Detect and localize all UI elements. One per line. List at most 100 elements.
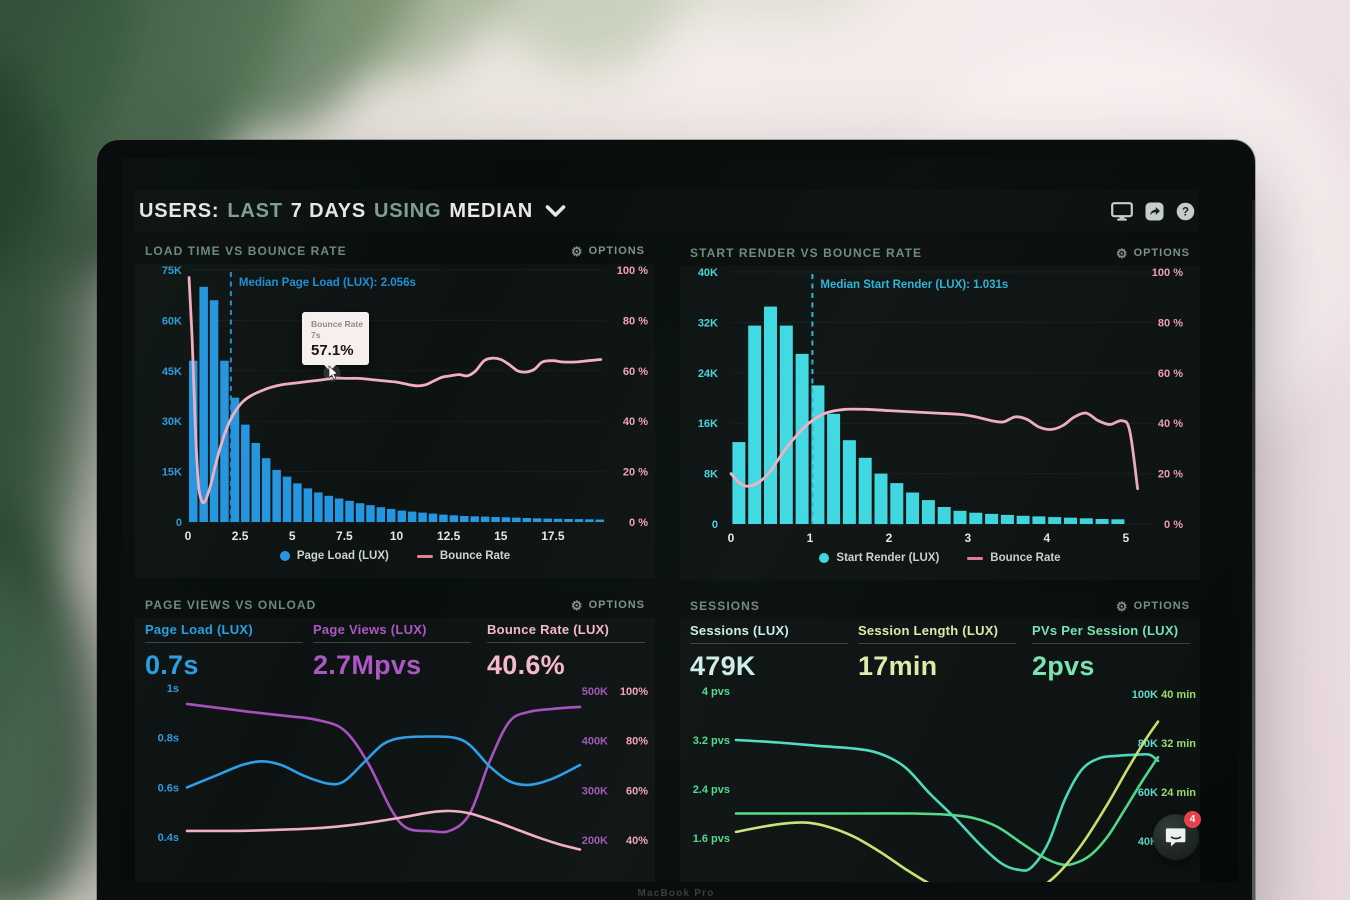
- options-button[interactable]: ⚙ OPTIONS: [571, 245, 645, 258]
- range-value: 7 DAYS: [290, 199, 367, 222]
- svg-text:24 min: 24 min: [1161, 787, 1196, 799]
- chart-tooltip: Bounce Rate 7s 57.1%: [302, 312, 369, 372]
- tooltip-x-value: 7s: [311, 330, 321, 341]
- options-label: OPTIONS: [1133, 600, 1190, 612]
- metric-session-length: Session Length (LUX) 17min: [858, 623, 1016, 682]
- range-word-last: LAST: [227, 199, 283, 222]
- svg-text:Median Page Load (LUX): 2.056s: Median Page Load (LUX): 2.056s: [239, 277, 416, 289]
- chat-widget-button[interactable]: 4: [1153, 811, 1201, 860]
- svg-text:40K: 40K: [698, 267, 718, 279]
- svg-text:5: 5: [1122, 531, 1129, 545]
- gear-icon: ⚙: [1115, 245, 1129, 261]
- svg-text:3.2 pvs: 3.2 pvs: [693, 735, 730, 747]
- svg-text:2: 2: [886, 531, 893, 545]
- options-button[interactable]: ⚙ OPTIONS: [1116, 247, 1190, 260]
- metric-label: Bounce Rate (LUX): [487, 622, 610, 637]
- dashboard-screen: USERS: LAST 7 DAYS USING MEDIAN: [122, 158, 1238, 882]
- metric-value: 40.6%: [487, 650, 565, 680]
- legend-line-swatch: [967, 556, 984, 560]
- share-icon[interactable]: [1145, 202, 1164, 221]
- svg-text:16K: 16K: [698, 418, 718, 430]
- svg-text:0: 0: [176, 517, 182, 529]
- svg-text:0.8s: 0.8s: [158, 733, 179, 745]
- metric-bounce-rate: Bounce Rate (LUX) 40.6%: [487, 622, 645, 681]
- panel-start-render-vs-bounce-rate: START RENDER VS BOUNCE RATE ⚙ OPTIONS 40…: [680, 240, 1200, 580]
- gear-icon: ⚙: [1115, 598, 1129, 614]
- display-icon[interactable]: [1111, 201, 1133, 221]
- svg-text:400K: 400K: [582, 736, 608, 748]
- legend-item: Bounce Rate: [416, 550, 511, 562]
- svg-text:40K: 40K: [1138, 836, 1158, 848]
- metric-label: Sessions (LUX): [690, 623, 789, 638]
- header-icons: ?: [1111, 201, 1195, 221]
- svg-text:60K: 60K: [162, 315, 182, 327]
- panel-header: START RENDER VS BOUNCE RATE ⚙ OPTIONS: [680, 240, 1200, 266]
- panel-page-views-vs-onload: PAGE VIEWS VS ONLOAD ⚙ OPTIONS Page Load…: [135, 592, 655, 882]
- metric-underline: [690, 643, 848, 644]
- svg-text:100K: 100K: [1132, 689, 1158, 701]
- dashboard-header: USERS: LAST 7 DAYS USING MEDIAN: [135, 190, 1199, 232]
- svg-text:80 %: 80 %: [623, 315, 648, 327]
- metric-label: Session Length (LUX): [858, 623, 999, 638]
- chart-legend: Page Load (LUX) Bounce Rate: [135, 550, 655, 562]
- svg-text:4 pvs: 4 pvs: [702, 686, 730, 698]
- metric-value: 2pvs: [1032, 651, 1095, 681]
- dashboard-title-dropdown[interactable]: USERS: LAST 7 DAYS USING MEDIAN: [139, 200, 566, 223]
- legend-label: Start Render (LUX): [836, 552, 940, 564]
- svg-text:40 min: 40 min: [1161, 689, 1196, 701]
- using-label: USING: [374, 199, 442, 222]
- panel-title: SESSIONS: [690, 599, 760, 613]
- svg-text:60 %: 60 %: [623, 366, 648, 378]
- panel-title: LOAD TIME VS BOUNCE RATE: [145, 244, 347, 258]
- svg-text:100%: 100%: [620, 686, 648, 698]
- options-button[interactable]: ⚙ OPTIONS: [1116, 600, 1190, 613]
- svg-text:45K: 45K: [162, 366, 182, 378]
- svg-text:15K: 15K: [162, 467, 182, 479]
- svg-text:500K: 500K: [582, 686, 608, 698]
- svg-text:15: 15: [494, 529, 508, 543]
- chart-legend: Start Render (LUX) Bounce Rate: [680, 552, 1200, 564]
- metric-underline: [1032, 643, 1190, 644]
- metric-value: 17min: [858, 651, 938, 681]
- metric-pvs-per-session: PVs Per Session (LUX) 2pvs: [1032, 623, 1190, 682]
- metric-value: 0.7s: [145, 650, 199, 680]
- svg-text:60%: 60%: [626, 785, 648, 797]
- users-label: USERS:: [139, 199, 220, 222]
- gear-icon: ⚙: [570, 597, 584, 613]
- svg-text:10: 10: [390, 529, 404, 543]
- options-button[interactable]: ⚙ OPTIONS: [571, 599, 645, 612]
- svg-text:0: 0: [185, 529, 192, 543]
- laptop-edge-highlight: [1252, 200, 1255, 900]
- laptop-brand-text: MacBook Pro: [637, 888, 715, 899]
- svg-text:80%: 80%: [626, 736, 648, 748]
- help-icon[interactable]: ?: [1176, 202, 1195, 221]
- options-label: OPTIONS: [1133, 247, 1190, 259]
- legend-dot: [819, 553, 830, 563]
- start-render-chart: 40K 100 % 32K 80 % 24K 60 % 16K 40 % 8K 20 % 0 0 % 0…: [698, 267, 1183, 545]
- mouse-cursor-icon: [323, 364, 341, 382]
- chat-bubble-icon: [1165, 828, 1186, 847]
- metric-page-views: Page Views (LUX) 2.7Mpvs: [313, 622, 471, 681]
- svg-text:80K: 80K: [1138, 738, 1158, 750]
- legend-item: Start Render (LUX): [819, 552, 939, 564]
- metric-page-load: Page Load (LUX) 0.7s: [145, 622, 303, 681]
- svg-text:7.5: 7.5: [336, 529, 353, 543]
- panel-header: SESSIONS ⚙ OPTIONS: [680, 593, 1200, 619]
- svg-text:1: 1: [807, 531, 814, 545]
- metric-label: Page Load (LUX): [145, 622, 253, 637]
- svg-text:40 %: 40 %: [623, 416, 648, 428]
- svg-text:80 %: 80 %: [1158, 317, 1183, 329]
- svg-text:0: 0: [712, 519, 718, 531]
- tooltip-series: Bounce Rate: [311, 319, 363, 329]
- chevron-down-icon[interactable]: [545, 204, 566, 218]
- sessions-chart: 4 pvs 3.2 pvs 2.4 pvs 1.6 pvs 100K 80K 60K 40K 4…: [693, 686, 1196, 882]
- legend-label: Bounce Rate: [439, 550, 511, 562]
- svg-text:12.5: 12.5: [437, 529, 461, 543]
- svg-text:75K: 75K: [162, 265, 182, 277]
- svg-text:100 %: 100 %: [617, 265, 648, 277]
- svg-text:200K: 200K: [582, 835, 608, 847]
- svg-text:1.6 pvs: 1.6 pvs: [693, 833, 730, 845]
- svg-text:40 %: 40 %: [1158, 418, 1183, 430]
- legend-item: Page Load (LUX): [279, 550, 389, 562]
